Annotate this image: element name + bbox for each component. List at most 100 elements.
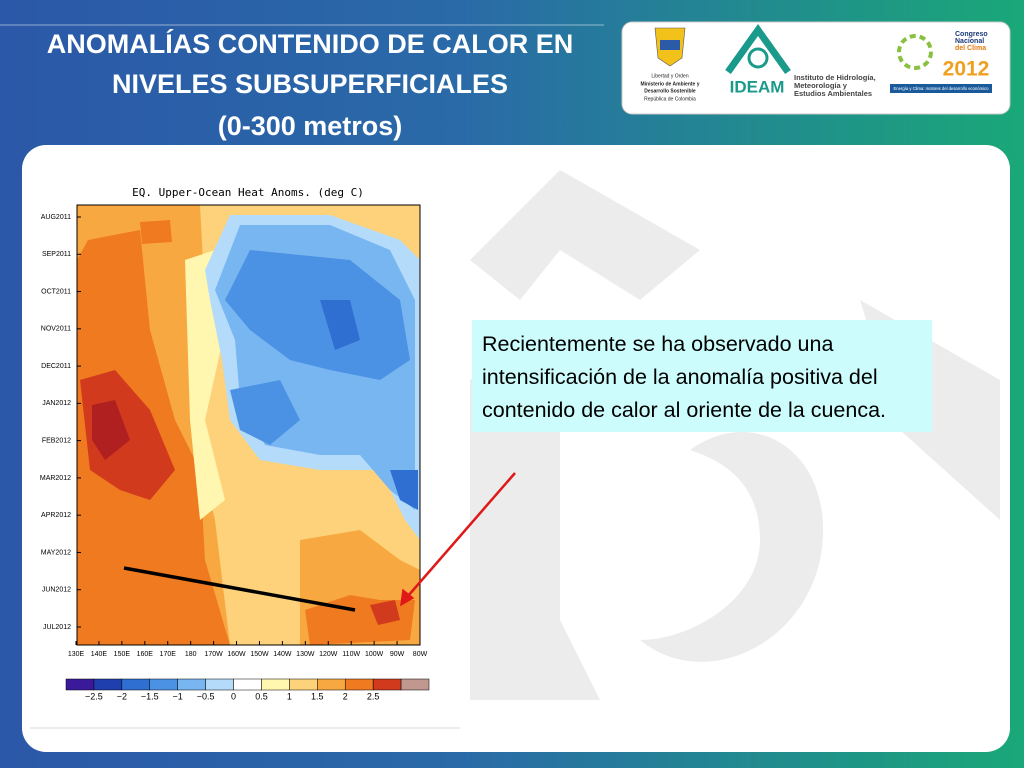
- colorbar-label: −0.5: [197, 691, 215, 701]
- anomaly-field: [77, 205, 420, 645]
- title-line: NIVELES SUBSUPERFICIALES: [112, 69, 508, 99]
- colorbar-label: −1: [173, 691, 183, 701]
- colorbar-swatch: [149, 678, 178, 691]
- coat-band: [660, 40, 680, 50]
- motto-band: [890, 84, 992, 93]
- logo-text: República de Colombia: [644, 96, 696, 102]
- congress-year: 2012: [943, 58, 990, 81]
- colorbar-swatch: [400, 678, 430, 691]
- x-tick-label: 110W: [342, 651, 360, 658]
- logo-text: Libertad y Orden: [651, 73, 688, 79]
- colorbar-swatch: [177, 678, 206, 691]
- y-tick-label: SEP2011: [42, 251, 71, 258]
- watermark-shape: [470, 170, 700, 300]
- ideam-mark: [725, 23, 791, 75]
- x-tick-label: 180: [185, 651, 197, 658]
- ideam-mark: [747, 47, 769, 69]
- x-tick-label: 170E: [160, 651, 177, 658]
- congress-mark: [897, 34, 933, 70]
- colorbar-label: 1: [287, 691, 292, 701]
- colorbar-swatch: [317, 678, 346, 691]
- colorbar-label: −2: [117, 691, 127, 701]
- y-axis: AUG2011 SEP2011 OCT2011 NOV2011 DEC2011 JAN20…: [40, 214, 81, 631]
- x-tick-label: 170W: [204, 651, 223, 658]
- logo-text: Nacional: [955, 38, 984, 45]
- congress-logo: Congreso Nacional del Clima 2012 Energía…: [890, 31, 992, 93]
- colorbar: −2.5 −2 −1.5 −1 −0.5 0 0.5 1 1.5 2 2.5: [65, 678, 430, 701]
- colorbar-label: 1.5: [311, 691, 324, 701]
- note-line: contenido de calor al oriente de la cuen…: [482, 398, 886, 422]
- y-tick-label: AUG2011: [41, 214, 71, 221]
- field-region: [320, 300, 360, 350]
- arrow-shaft: [407, 472, 516, 597]
- field-region: [140, 220, 172, 244]
- colorbar-swatch: [121, 678, 151, 691]
- x-tick-label: 150W: [250, 651, 269, 658]
- field-region: [230, 380, 300, 445]
- x-tick-label: 160E: [137, 651, 154, 658]
- ministry-logo: Libertad y Orden Ministerio de Ambiente …: [641, 27, 700, 102]
- colorbar-swatch: [289, 678, 318, 691]
- colorbar-swatch: [205, 678, 234, 691]
- colorbar-label: 2: [343, 691, 348, 701]
- x-tick-label: 80W: [413, 651, 428, 658]
- x-tick-label: 120W: [319, 651, 338, 658]
- x-tick-label: 150E: [114, 651, 131, 658]
- y-tick-label: APR2012: [41, 512, 71, 519]
- plot-frame: [76, 204, 421, 646]
- field-region: [370, 600, 400, 625]
- colorbar-swatch: [344, 678, 374, 691]
- logo-text: Desarrollo Sostenible: [644, 88, 696, 94]
- plot-title: EQ. Upper-Ocean Heat Anoms. (deg C): [132, 186, 364, 199]
- logo-text: Estudios Ambientales: [794, 89, 872, 98]
- x-tick-label: 130W: [296, 651, 315, 658]
- y-tick-label: OCT2011: [41, 288, 71, 295]
- x-tick-label: 90W: [390, 651, 405, 658]
- y-tick-label: MAY2012: [41, 549, 71, 556]
- x-axis: 130E 140E 150E 160E 170E 180 170W 160W 150W 140W 1…: [68, 641, 428, 658]
- note-line: Recientemente se ha observado una: [482, 332, 833, 356]
- watermark-shape: [640, 432, 824, 662]
- y-tick-label: JAN2012: [42, 400, 71, 407]
- field-region: [390, 470, 418, 510]
- note-line: intensificación de la anomalía positiva …: [482, 365, 878, 389]
- colorbar-swatch: [93, 678, 123, 691]
- colorbar-swatch: [261, 678, 290, 691]
- colorbar-label: −2.5: [85, 691, 103, 701]
- colorbar-swatch: [233, 678, 262, 691]
- ideam-logo: IDEAM Instituto de Hidrología, Meteorolo…: [725, 23, 876, 98]
- x-tick-label: 130E: [68, 651, 85, 658]
- logo-text: Instituto de Hidrología,: [794, 73, 876, 82]
- title: ANOMALÍAS CONTENIDO DE CALOR EN NIVELES …: [47, 28, 574, 141]
- field-region: [225, 250, 410, 380]
- logo-text: Meteorología y: [794, 81, 848, 90]
- x-tick-label: 100W: [365, 651, 384, 658]
- colorbar-label: 0: [231, 691, 236, 701]
- y-tick-label: DEC2011: [41, 363, 71, 370]
- y-tick-label: FEB2012: [42, 437, 71, 444]
- trend-line: [123, 566, 356, 612]
- logo-text: Congreso: [955, 31, 988, 38]
- colorbar-label: 2.5: [367, 691, 380, 701]
- title-line: (0-300 metros): [218, 111, 403, 141]
- colorbar-label: 0.5: [255, 691, 268, 701]
- y-tick-label: JUL2012: [43, 624, 71, 631]
- colorbar-label: −1.5: [141, 691, 159, 701]
- logo-text: del Clima: [955, 45, 986, 52]
- x-tick-label: 140E: [91, 651, 108, 658]
- colorbar-swatch: [65, 678, 95, 691]
- note-text: Recientemente se ha observado una intensi…: [482, 332, 886, 422]
- logo-text: Ministerio de Ambiente y: [641, 81, 700, 87]
- title-line: ANOMALÍAS CONTENIDO DE CALOR EN: [47, 28, 574, 59]
- note-box: [472, 320, 932, 432]
- ideam-name: IDEAM: [730, 77, 785, 96]
- x-tick-label: 160W: [227, 651, 246, 658]
- y-tick-label: NOV2011: [41, 326, 71, 333]
- colorbar-swatch: [372, 678, 402, 691]
- arrow-head: [400, 588, 415, 607]
- field-region: [92, 400, 130, 460]
- x-tick-label: 140W: [273, 651, 292, 658]
- y-tick-label: JUN2012: [42, 587, 71, 594]
- y-tick-label: MAR2012: [40, 475, 71, 482]
